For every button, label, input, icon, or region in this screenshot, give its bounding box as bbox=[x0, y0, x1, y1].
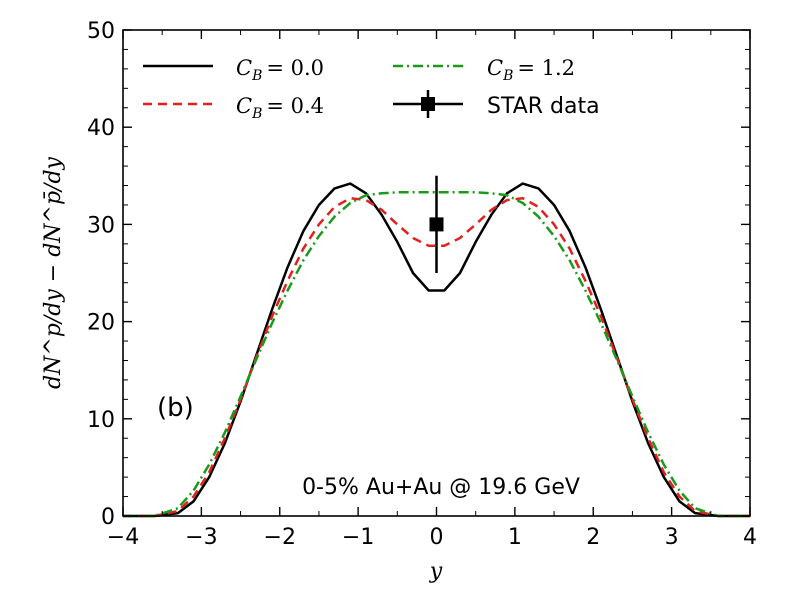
x-tick-labels: −4 −3 −2 −1 0 1 2 3 4 bbox=[107, 525, 757, 550]
series-layer bbox=[123, 182, 750, 518]
annotation-label: 0-5% Au+Au @ 19.6 GeV bbox=[302, 475, 580, 500]
x-tick-label-6: 2 bbox=[586, 525, 600, 550]
legend-value-cb-1-2: = 1.2 bbox=[517, 56, 575, 80]
x-tick-label-2: −2 bbox=[264, 525, 296, 550]
legend-swatch-star-marker bbox=[421, 97, 435, 111]
legend-label-cb-0-0: CB = 0.0 bbox=[236, 56, 324, 84]
data-points-layer bbox=[429, 175, 444, 273]
legend-label-cb-1-2: CB = 1.2 bbox=[487, 56, 575, 84]
y-tick-label-4: 40 bbox=[87, 116, 115, 141]
x-tick-label-0: −4 bbox=[107, 525, 139, 550]
y-tick-label-2: 20 bbox=[87, 311, 115, 336]
series-line-2 bbox=[123, 191, 750, 518]
y-tick-labels: 0 10 20 30 40 50 bbox=[87, 19, 115, 530]
legend-label-cb-0-4: CB = 0.4 bbox=[236, 94, 324, 122]
y-axis-label: dN^p/dy − dN^p̄/dy bbox=[41, 156, 66, 389]
y-tick-label-0: 0 bbox=[101, 505, 115, 530]
x-axis-label: y bbox=[429, 559, 443, 584]
legend: CB = 0.0 CB = 0.4 CB = 1.2 STAR data bbox=[143, 56, 600, 122]
x-tick-label-8: 4 bbox=[743, 525, 757, 550]
x-tick-label-4: 0 bbox=[430, 525, 444, 550]
y-tick-label-3: 30 bbox=[87, 213, 115, 238]
data-point-marker-0 bbox=[429, 217, 444, 232]
legend-label-star-data: STAR data bbox=[487, 94, 600, 119]
legend-sub-cb-1-2: B bbox=[502, 68, 513, 84]
y-tick-label-1: 10 bbox=[87, 408, 115, 433]
legend-value-cb-0-4: = 0.4 bbox=[266, 94, 324, 118]
x-tick-label-5: 1 bbox=[508, 525, 522, 550]
panel-label: (b) bbox=[157, 393, 194, 423]
legend-sub-cb-0-4: B bbox=[251, 106, 262, 122]
ticks-layer bbox=[122, 29, 751, 517]
x-tick-label-3: −1 bbox=[342, 525, 374, 550]
legend-sub-cb-0-0: B bbox=[251, 68, 262, 84]
x-tick-label-7: 3 bbox=[665, 525, 679, 550]
legend-value-cb-0-0: = 0.0 bbox=[266, 56, 324, 80]
x-tick-label-1: −3 bbox=[185, 525, 217, 550]
series-line-0 bbox=[123, 182, 750, 518]
y-tick-label-5: 50 bbox=[87, 19, 115, 44]
